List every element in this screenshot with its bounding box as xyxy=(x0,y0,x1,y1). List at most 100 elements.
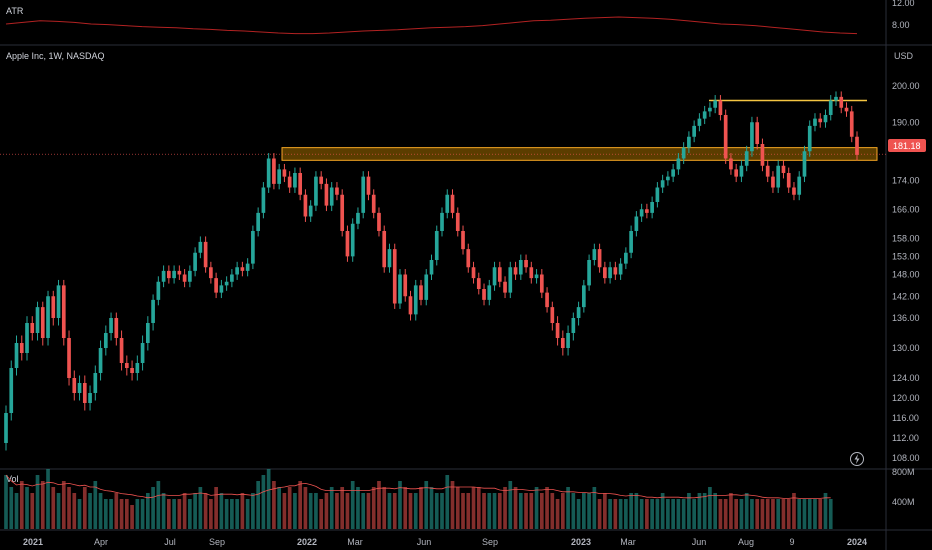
candle-body[interactable] xyxy=(298,173,303,195)
candle-body[interactable] xyxy=(177,270,182,275)
candle-body[interactable] xyxy=(760,144,765,166)
candle-body[interactable] xyxy=(371,194,376,213)
candle-body[interactable] xyxy=(503,281,507,293)
candle-body[interactable] xyxy=(687,136,691,148)
candle-body[interactable] xyxy=(350,223,355,257)
candle-body[interactable] xyxy=(235,267,239,275)
volume-bars[interactable] xyxy=(4,469,833,529)
candle-body[interactable] xyxy=(786,173,791,188)
candle-body[interactable] xyxy=(282,169,287,177)
candle-body[interactable] xyxy=(755,122,760,144)
candle-body[interactable] xyxy=(124,363,129,368)
candle-body[interactable] xyxy=(67,338,71,378)
candle-body[interactable] xyxy=(771,176,775,188)
candle-body[interactable] xyxy=(335,187,339,195)
candle-body[interactable] xyxy=(823,115,828,123)
candle-body[interactable] xyxy=(676,158,681,170)
candle-body[interactable] xyxy=(392,249,397,304)
candle-body[interactable] xyxy=(582,285,586,308)
candle-body[interactable] xyxy=(35,307,40,333)
candle-body[interactable] xyxy=(781,165,786,173)
candle-body[interactable] xyxy=(14,343,19,368)
candle-body[interactable] xyxy=(25,323,29,353)
candle-body[interactable] xyxy=(30,323,35,333)
candle-body[interactable] xyxy=(492,267,497,286)
atr-line[interactable] xyxy=(5,16,858,35)
candle-body[interactable] xyxy=(272,158,276,184)
candle-body[interactable] xyxy=(508,267,513,293)
candle-body[interactable] xyxy=(98,348,103,373)
candle-body[interactable] xyxy=(261,187,266,213)
candle-body[interactable] xyxy=(576,307,581,318)
candle-body[interactable] xyxy=(566,333,570,348)
candle-body[interactable] xyxy=(671,169,675,177)
candle-body[interactable] xyxy=(666,176,670,181)
candle-body[interactable] xyxy=(266,158,271,188)
candle-body[interactable] xyxy=(219,285,224,293)
lightning-icon[interactable] xyxy=(850,452,864,466)
candle-body[interactable] xyxy=(424,274,429,300)
candle-body[interactable] xyxy=(303,194,308,217)
candle-body[interactable] xyxy=(345,231,350,257)
candle-body[interactable] xyxy=(77,383,82,393)
candle-body[interactable] xyxy=(114,318,119,338)
candle-body[interactable] xyxy=(356,212,360,224)
candle-body[interactable] xyxy=(681,147,686,159)
candle-body[interactable] xyxy=(482,289,486,300)
candle-body[interactable] xyxy=(88,393,92,403)
candle-body[interactable] xyxy=(702,111,707,119)
candle-body[interactable] xyxy=(739,165,744,177)
candle-body[interactable] xyxy=(172,270,176,279)
candle-body[interactable] xyxy=(461,231,465,250)
candle-body[interactable] xyxy=(697,118,702,126)
candle-body[interactable] xyxy=(9,368,14,413)
candle-body[interactable] xyxy=(40,307,45,338)
candle-body[interactable] xyxy=(545,292,549,308)
candle-body[interactable] xyxy=(135,363,140,373)
candle-body[interactable] xyxy=(56,285,61,318)
candle-body[interactable] xyxy=(487,285,492,300)
candle-body[interactable] xyxy=(366,176,371,195)
candle-body[interactable] xyxy=(524,260,528,268)
candle-body[interactable] xyxy=(765,165,770,177)
candle-body[interactable] xyxy=(51,296,56,318)
candle-body[interactable] xyxy=(287,176,292,188)
candle-body[interactable] xyxy=(529,267,534,279)
candle-body[interactable] xyxy=(119,338,124,363)
atr-indicator[interactable] xyxy=(5,16,858,35)
candle-body[interactable] xyxy=(419,285,423,300)
candle-body[interactable] xyxy=(587,260,591,286)
candle-body[interactable] xyxy=(513,267,518,275)
candle-body[interactable] xyxy=(403,274,408,297)
candle-body[interactable] xyxy=(398,274,402,304)
candle-body[interactable] xyxy=(340,194,345,231)
candle-body[interactable] xyxy=(4,413,8,443)
candle-body[interactable] xyxy=(776,165,781,188)
candle-body[interactable] xyxy=(613,267,618,275)
candle-body[interactable] xyxy=(650,202,654,213)
candle-body[interactable] xyxy=(592,249,597,260)
candle-body[interactable] xyxy=(434,231,439,260)
candle-body[interactable] xyxy=(130,368,134,373)
candle-body[interactable] xyxy=(230,274,234,282)
candle-body[interactable] xyxy=(209,267,213,279)
candle-body[interactable] xyxy=(72,378,77,393)
candle-body[interactable] xyxy=(471,267,476,279)
candle-body[interactable] xyxy=(293,173,297,188)
candle-body[interactable] xyxy=(93,373,98,393)
candle-body[interactable] xyxy=(476,278,481,289)
candle-body[interactable] xyxy=(718,100,723,116)
candle-body[interactable] xyxy=(655,187,660,203)
candle-body[interactable] xyxy=(377,212,381,231)
candle-body[interactable] xyxy=(450,194,455,213)
candle-body[interactable] xyxy=(550,307,555,323)
candle-body[interactable] xyxy=(151,299,155,323)
candle-body[interactable] xyxy=(46,296,50,338)
candle-body[interactable] xyxy=(713,100,718,108)
candle-body[interactable] xyxy=(408,296,413,315)
candle-body[interactable] xyxy=(319,176,324,184)
time-axis[interactable]: 2021 Apr Jul Sep 2022 Mar Jun Sep 2023 Mar Jun Aug 9… xyxy=(23,537,867,547)
candle-body[interactable] xyxy=(245,263,250,271)
candle-body[interactable] xyxy=(813,118,817,126)
price-axis[interactable]: 200.00 190.00 174.00 166.00 158.00 153.00 148.… xyxy=(892,81,920,463)
